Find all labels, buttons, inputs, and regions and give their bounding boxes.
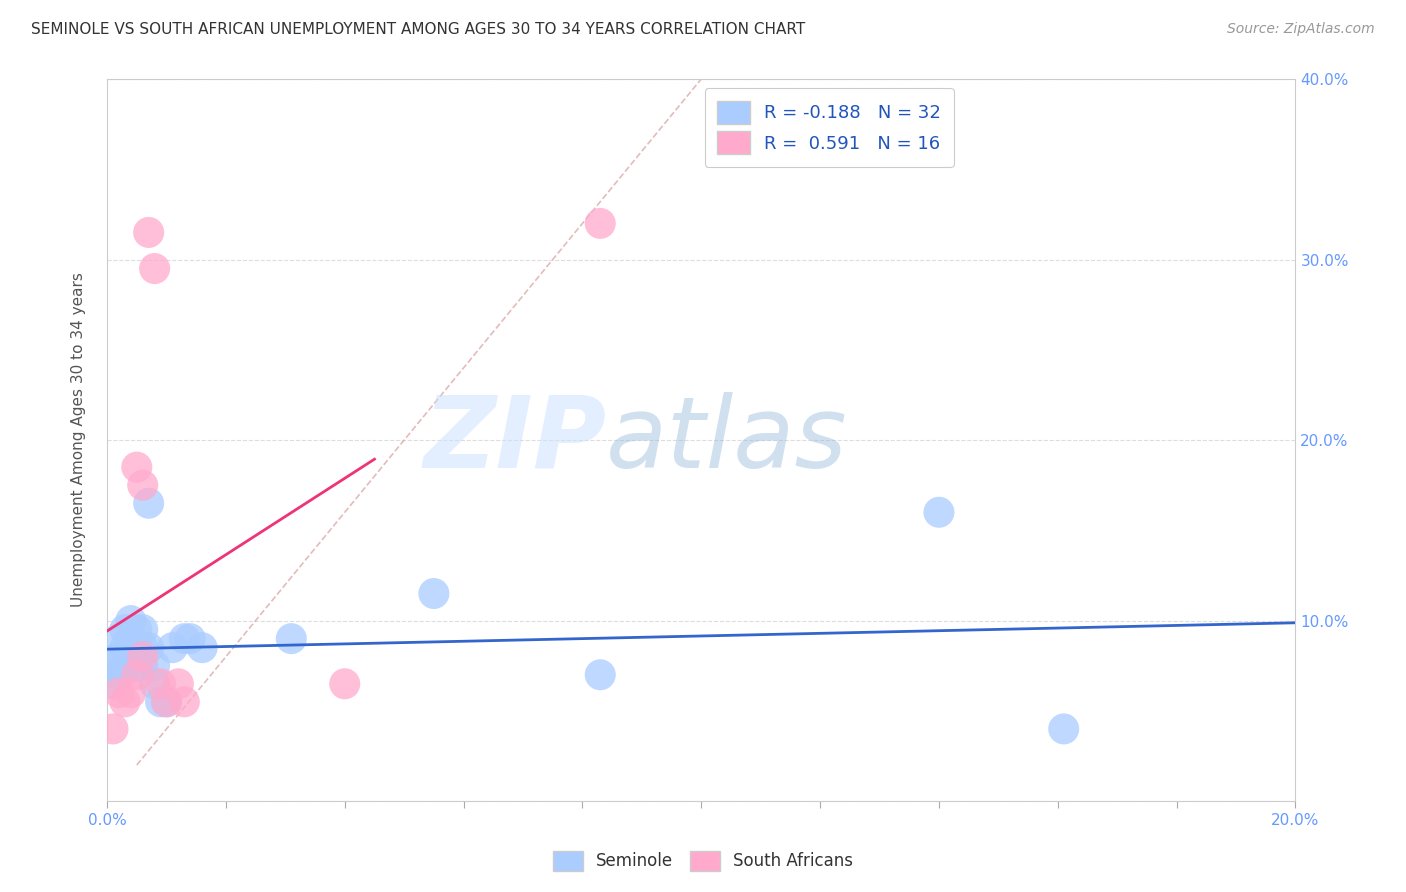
Point: [138, 496, 160, 510]
Point: [108, 667, 131, 681]
Point: [108, 686, 131, 700]
Legend: Seminole, South Africans: Seminole, South Africans: [544, 842, 862, 880]
Point: [143, 261, 166, 276]
Point: [155, 695, 177, 709]
Point: [149, 677, 172, 691]
Point: [120, 649, 142, 664]
Point: [120, 614, 142, 628]
Point: [114, 640, 136, 655]
Point: [108, 649, 131, 664]
Point: [120, 686, 142, 700]
Point: [125, 667, 148, 681]
Point: [132, 478, 155, 492]
Point: [125, 658, 148, 673]
Point: [101, 658, 124, 673]
Point: [589, 667, 612, 681]
Point: [125, 623, 148, 637]
Point: [143, 658, 166, 673]
Point: [167, 677, 190, 691]
Point: [280, 632, 302, 646]
Point: [162, 640, 184, 655]
Point: [132, 623, 155, 637]
Point: [149, 695, 172, 709]
Point: [132, 658, 155, 673]
Point: [132, 649, 155, 664]
Point: [132, 640, 155, 655]
Point: [589, 216, 612, 230]
Legend: R = -0.188   N = 32, R =  0.591   N = 16: R = -0.188 N = 32, R = 0.591 N = 16: [704, 88, 953, 167]
Point: [143, 677, 166, 691]
Text: ZIP: ZIP: [423, 392, 606, 489]
Text: Source: ZipAtlas.com: Source: ZipAtlas.com: [1227, 22, 1375, 37]
Point: [138, 226, 160, 240]
Point: [114, 695, 136, 709]
Point: [333, 677, 356, 691]
Text: atlas: atlas: [606, 392, 848, 489]
Point: [114, 623, 136, 637]
Point: [179, 632, 201, 646]
Point: [173, 632, 195, 646]
Point: [125, 640, 148, 655]
Point: [155, 695, 177, 709]
Point: [423, 586, 446, 600]
Text: SEMINOLE VS SOUTH AFRICAN UNEMPLOYMENT AMONG AGES 30 TO 34 YEARS CORRELATION CHA: SEMINOLE VS SOUTH AFRICAN UNEMPLOYMENT A…: [31, 22, 806, 37]
Point: [928, 505, 950, 519]
Point: [101, 677, 124, 691]
Y-axis label: Unemployment Among Ages 30 to 34 years: Unemployment Among Ages 30 to 34 years: [72, 273, 86, 607]
Point: [101, 722, 124, 736]
Point: [138, 640, 160, 655]
Point: [108, 632, 131, 646]
Point: [120, 632, 142, 646]
Point: [173, 695, 195, 709]
Point: [114, 658, 136, 673]
Point: [1053, 722, 1076, 736]
Point: [191, 640, 214, 655]
Point: [125, 460, 148, 475]
